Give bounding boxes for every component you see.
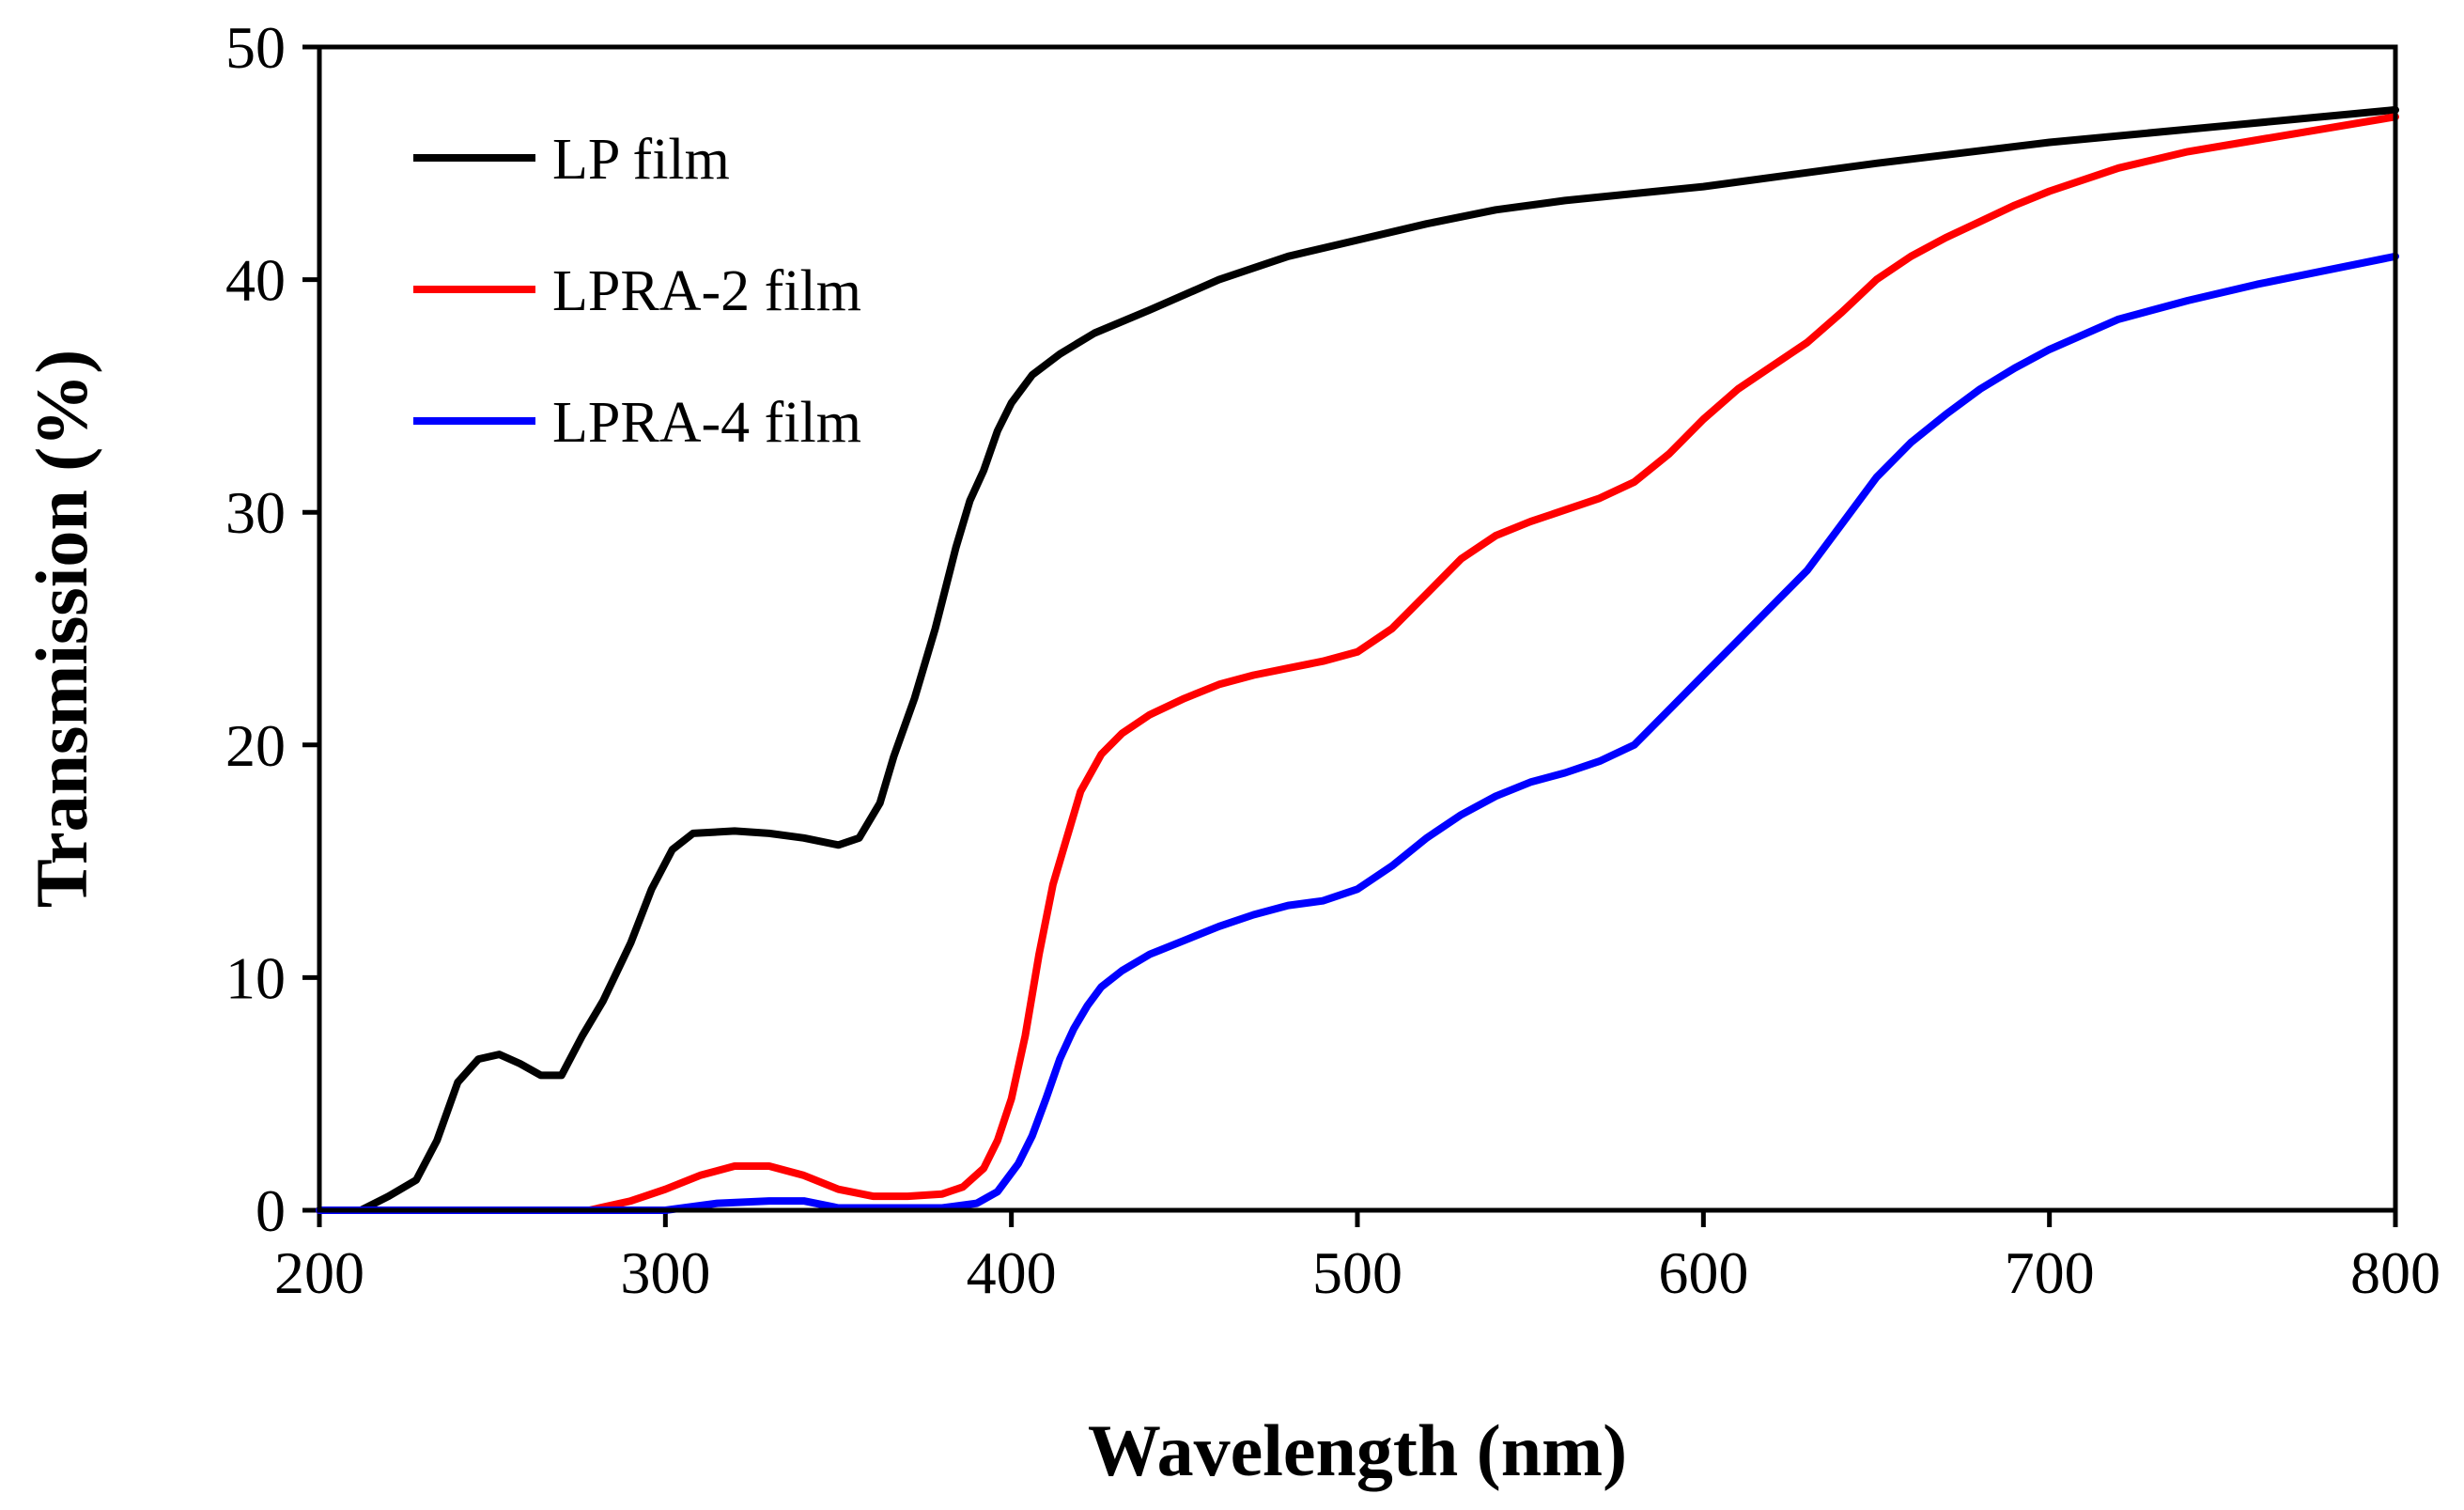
- y-tick-label: 10: [225, 944, 286, 1011]
- legend-label: LPRA-2 film: [552, 259, 861, 323]
- y-tick-label: 20: [225, 712, 286, 779]
- legend-label: LP film: [552, 128, 730, 192]
- x-axis-title: Wavelength (nm): [1088, 1409, 1627, 1491]
- legend-label: LPRA-4 film: [552, 391, 861, 455]
- y-axis-title: Transmission (%): [21, 350, 102, 908]
- series-line-lp-film: [316, 105, 2399, 1214]
- y-axis: 0 10 20 30 40 50: [225, 14, 319, 1244]
- x-tick-label: 500: [1312, 1239, 1402, 1306]
- x-tick-label: 600: [1658, 1239, 1748, 1306]
- y-tick-label: 0: [256, 1177, 286, 1244]
- y-tick-label: 40: [225, 247, 286, 314]
- x-tick-label: 800: [2350, 1239, 2441, 1306]
- x-tick-label: 400: [967, 1239, 1057, 1306]
- x-axis: 200 300 400 500 600 700 800: [274, 1210, 2441, 1306]
- y-tick-label: 50: [225, 14, 286, 81]
- x-tick-label: 200: [274, 1239, 364, 1306]
- legend: LP film LPRA-2 film LPRA-4 film: [413, 128, 861, 455]
- series-line-lpra-2-film: [316, 113, 2399, 1214]
- y-tick-label: 30: [225, 479, 286, 546]
- plot-series: [316, 105, 2399, 1214]
- x-tick-label: 700: [2005, 1239, 2095, 1306]
- x-tick-label: 300: [620, 1239, 710, 1306]
- series-line-lpra-4-film: [316, 252, 2399, 1214]
- plot-area-frame: [317, 44, 2398, 1213]
